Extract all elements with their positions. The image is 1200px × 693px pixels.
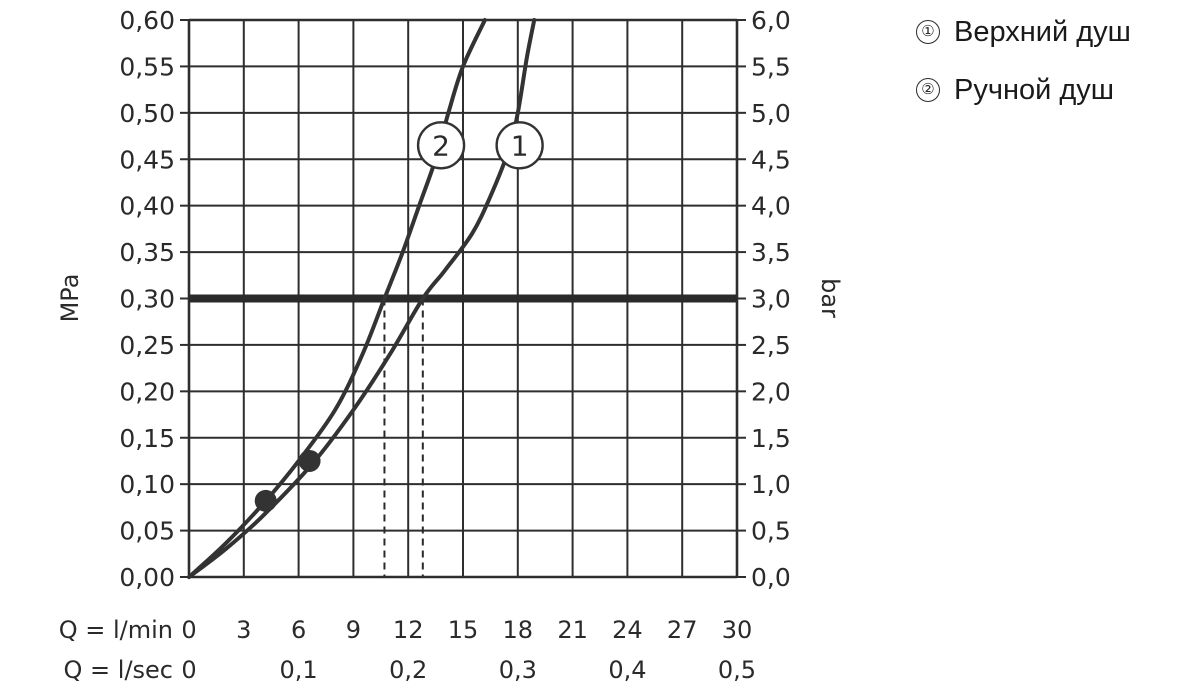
y-tick-label-right: 1,5	[751, 424, 791, 453]
x-tick-label-min: 15	[448, 616, 479, 644]
x-tick-label-min: 6	[291, 616, 306, 644]
x-tick-label-min: 0	[181, 616, 196, 644]
y-tick-label-left: 0,45	[119, 145, 175, 174]
y-tick-label-left: 0,55	[119, 52, 175, 81]
y-tick-label-left: 0,35	[119, 238, 175, 267]
y-tick-label-right: 4,5	[751, 145, 791, 174]
data-marker-point	[254, 489, 277, 512]
y-tick-label-left: 0,20	[119, 377, 175, 406]
legend-item-overhead-shower: ① Верхний душ	[916, 12, 1131, 52]
y-tick-label-right: 1,0	[751, 470, 791, 499]
tick-labels: 0,000,050,100,150,200,250,300,350,400,45…	[119, 6, 790, 684]
y-tick-label-right: 3,0	[751, 285, 791, 314]
x-tick-label-sec: 0	[181, 656, 196, 684]
x-tick-label-sec: 0,1	[280, 656, 318, 684]
y-tick-label-right: 2,0	[751, 377, 791, 406]
x-tick-label-min: 3	[236, 616, 251, 644]
y-tick-label-right: 2,5	[751, 331, 791, 360]
y-tick-label-right: 6,0	[751, 6, 791, 35]
legend-marker-1: ①	[916, 20, 940, 44]
legend-marker-2: ②	[916, 78, 940, 102]
x-tick-label-sec: 0,3	[499, 656, 537, 684]
y-axis-label-bar: bar	[816, 278, 844, 318]
y-tick-label-left: 0,15	[119, 424, 175, 453]
curve-label-2: 2	[432, 129, 450, 162]
x-tick-label-min: 12	[393, 616, 424, 644]
y-tick-label-left: 0,25	[119, 331, 175, 360]
x-axis-label-sec: Q = l/sec	[64, 656, 173, 684]
data-marker-point	[298, 449, 321, 472]
y-tick-label-right: 0,5	[751, 517, 791, 546]
y-tick-label-right: 5,0	[751, 99, 791, 128]
y-tick-label-right: 4,0	[751, 192, 791, 221]
curve-label-circle-2	[416, 121, 466, 170]
x-tick-label-sec: 0,5	[718, 656, 756, 684]
y-tick-label-left: 0,30	[119, 285, 175, 314]
y-tick-label-left: 0,40	[119, 192, 175, 221]
pressure-flow-chart: 12 0,000,050,100,150,200,250,300,350,400…	[56, 6, 844, 684]
reference-lines	[189, 294, 737, 577]
y-tick-label-left: 0,10	[119, 470, 175, 499]
curve-label-circle-1	[495, 121, 544, 170]
legend: ① Верхний душ ② Ручной душ	[916, 12, 1131, 128]
x-tick-label-sec: 0,4	[608, 656, 646, 684]
x-tick-label-min: 21	[557, 616, 588, 644]
y-tick-label-right: 0,0	[751, 563, 791, 592]
y-tick-label-right: 3,5	[751, 238, 791, 267]
x-tick-label-min: 30	[722, 616, 753, 644]
x-tick-label-min: 27	[667, 616, 698, 644]
legend-label-1: Верхний душ	[954, 15, 1131, 48]
y-tick-label-left: 0,60	[119, 6, 175, 35]
legend-label-2: Ручной душ	[954, 73, 1115, 106]
curve-label-1: 1	[511, 129, 529, 162]
x-tick-label-min: 24	[612, 616, 643, 644]
x-tick-label-min: 18	[503, 616, 534, 644]
y-tick-label-left: 0,00	[119, 563, 175, 592]
y-tick-label-right: 5,5	[751, 52, 791, 81]
x-axis-label-min: Q = l/min	[59, 616, 173, 644]
y-tick-label-left: 0,05	[119, 517, 175, 546]
y-tick-label-left: 0,50	[119, 99, 175, 128]
y-axis-label-mpa: MPa	[56, 274, 84, 323]
x-tick-label-min: 9	[346, 616, 361, 644]
x-tick-label-sec: 0,2	[389, 656, 427, 684]
markers	[254, 449, 321, 512]
legend-item-hand-shower: ② Ручной душ	[916, 70, 1131, 110]
